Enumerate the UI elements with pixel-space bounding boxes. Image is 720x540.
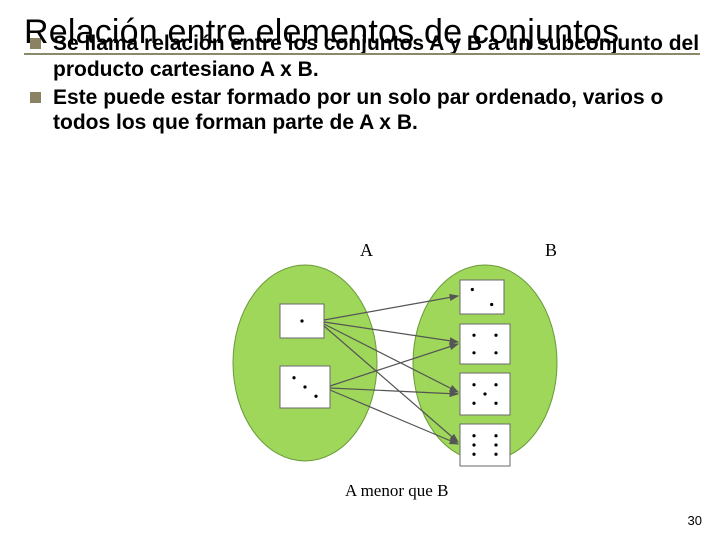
title-block: Relación entre elementos de conjuntos xyxy=(24,14,700,55)
svg-text:B: B xyxy=(545,240,557,260)
slide: Relación entre elementos de conjuntos Se… xyxy=(0,0,720,540)
bullet-icon xyxy=(30,92,41,103)
title-underline xyxy=(24,53,700,55)
bullet-text: Este puede estar formado por un solo par… xyxy=(53,85,700,136)
svg-text:A: A xyxy=(360,240,373,260)
list-item: Este puede estar formado por un solo par… xyxy=(30,85,700,136)
svg-text:A menor que B: A menor que B xyxy=(345,481,448,500)
page-title: Relación entre elementos de conjuntos xyxy=(24,14,700,51)
page-number: 30 xyxy=(688,513,702,528)
relation-diagram: A B A menor que B xyxy=(210,238,570,508)
